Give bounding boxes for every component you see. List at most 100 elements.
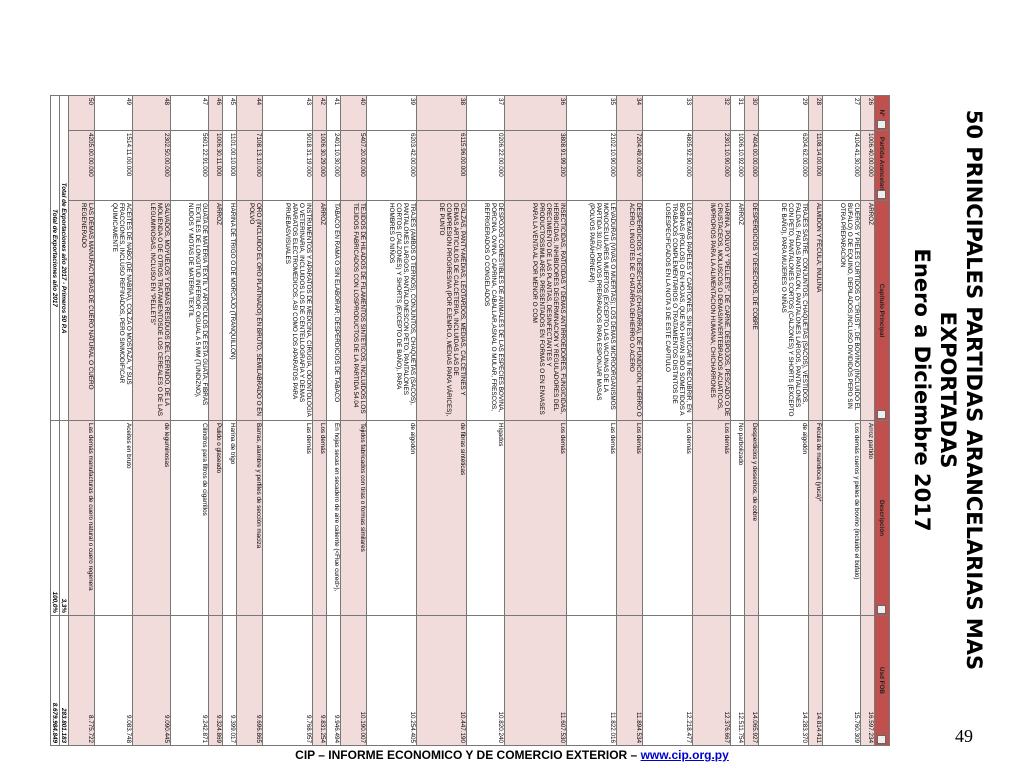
table-cell: Cilindros para filtros de cigarrillos xyxy=(170,420,209,616)
table-cell: Pulido o glaseado xyxy=(208,420,223,616)
table-cell: LEVADURAS (VIVAS O MUERTAS); LOS DEMAS M… xyxy=(566,200,617,421)
filter-button[interactable] xyxy=(877,410,886,419)
footer-link[interactable]: www.cip.org.py xyxy=(640,748,729,762)
filter-button[interactable] xyxy=(877,190,886,199)
total-share: 100,0% xyxy=(50,420,60,616)
table-cell: de fibras sintéticas xyxy=(416,420,467,616)
table-cell: 6115.96.00.000 xyxy=(416,130,467,201)
table-cell: 30 xyxy=(744,95,759,131)
table-cell: de algodón xyxy=(758,420,809,616)
table-cell: 4805.92.90.000 xyxy=(642,130,693,201)
table-cell: 14.814.411 xyxy=(808,615,823,746)
table-cell: GUATA DE MATERIA TEXTIL Y ARTICULOS DE E… xyxy=(170,200,209,421)
table-cell: 10.190.007 xyxy=(340,615,367,746)
table-cell: 40 xyxy=(340,95,367,131)
table-cell: ARROZ xyxy=(730,200,745,421)
table-cell: 0206.22.00.000 xyxy=(466,130,505,201)
table-cell: ARROZ xyxy=(312,200,327,421)
table-cell: 14.065.927 xyxy=(744,615,759,746)
table-cell: 9.324.869 xyxy=(208,615,223,746)
title-block: 50 PRINCIPALES PARTIDAS ARANCELARIAS MAS… xyxy=(903,40,987,740)
filter-button[interactable] xyxy=(877,605,886,614)
table-cell: 12.218.477 xyxy=(642,615,693,746)
table-cell: 4205.00.00.000 xyxy=(68,130,95,201)
filter-button[interactable] xyxy=(877,735,886,744)
table-cell: 4104.41.30.000 xyxy=(822,130,861,201)
table-cell: 7204.49.00.000 xyxy=(616,130,643,201)
table-cell: 1006.30.11.000 xyxy=(208,130,223,201)
table-cell: HARINA, POLVO Y "PELLETS", DE CARNE, DES… xyxy=(692,200,731,421)
table-cell: INSTRUMENTOS Y APARATOS DE MEDICINA, CIR… xyxy=(262,200,313,421)
column-header: Partida Arancelaria xyxy=(874,130,890,201)
table-cell: LAS DEMAS MANUFACTURAS DE CUERO NATURAL … xyxy=(68,200,95,421)
table-cell: Los demás xyxy=(312,420,327,616)
table-cell: Fécula de mandioca (yuca)* xyxy=(808,420,823,616)
table-cell: 12.511.754 xyxy=(730,615,745,746)
table-cell: TEJIDOS DE HILADOS DE FILAMENTOS SINTÉTI… xyxy=(340,200,367,421)
table-cell: 7404.00.00.000 xyxy=(744,130,759,201)
table-cell: TRAJES SASTRE, CONJUNTOS, CHAQUETAS (SAC… xyxy=(758,200,809,421)
filter-button[interactable] xyxy=(877,120,886,129)
total-label: Total de Exportaciones año 2017 - Primer… xyxy=(59,95,69,421)
table-cell: 48 xyxy=(132,95,171,131)
table-cell: 9.399.017 xyxy=(222,615,237,746)
total-row: Total de Exportaciones año 2017 100,0% 8.6… xyxy=(50,95,60,746)
column-header-text: Usd FOB xyxy=(878,667,886,694)
table-cell: 9.696.865 xyxy=(236,615,263,746)
table-row: 31 1006.10.92.000 ARROZ No parbolizado 12.51… xyxy=(730,95,745,746)
table-cell: 26 xyxy=(860,95,875,131)
table-cell: 6204.62.00.000 xyxy=(758,130,809,201)
table-row: 50 4205.00.00.000 LAS DEMAS MANUFACTURAS D… xyxy=(68,95,95,746)
table-cell: Tejidos fabricados con tiras o formas si… xyxy=(340,420,367,616)
table-cell: Los demás xyxy=(642,420,693,616)
table-row: 42 1006.30.29.000 ARROZ Los demás 9.831.254 xyxy=(312,95,327,746)
table-cell: 9018.31.19.000 xyxy=(262,130,313,201)
table-cell: ARROZ xyxy=(860,200,875,421)
table-cell: 1101.00.10.000 xyxy=(222,130,237,201)
table-cell: 1006.40.00.000 xyxy=(860,130,875,201)
table-cell: Los demás cueros y pieles de bovino (inc… xyxy=(822,420,861,616)
table-cell: 10.447.190 xyxy=(416,615,467,746)
table-cell: CALZAS, PANTY-MEDIAS, LEOTARDOS, MEDIAS,… xyxy=(416,200,467,421)
table-cell: 11.894.534 xyxy=(616,615,643,746)
table-cell: 9.768.957 xyxy=(262,615,313,746)
table-cell: TABACO EN RAMA O SIN ELABORAR; DESPERDIC… xyxy=(326,200,341,421)
table-cell: 1006.10.92.000 xyxy=(730,130,745,201)
table-cell: 41 xyxy=(326,95,341,131)
table-cell: 2401.10.30.000 xyxy=(326,130,341,201)
table-cell: No parbolizado xyxy=(730,420,745,616)
table-cell: Las demás manufacturas de cuero natural … xyxy=(68,420,95,616)
table-row: 43 9018.31.19.000 INSTRUMENTOS Y APARATOS … xyxy=(262,95,313,746)
table-cell: Barras, alambre y perfiles de sección ma… xyxy=(236,420,263,616)
column-header: Capitulo Principal xyxy=(874,200,890,421)
table-cell: 35 xyxy=(566,95,617,131)
table-cell: de leguminosas xyxy=(132,420,171,616)
table-cell: DESPOJOS COMESTIBLES DE ANIMALES DE LAS … xyxy=(466,200,505,421)
column-header: Descripción xyxy=(874,420,890,616)
table-cell: DESPERDICIOS Y DESECHOS (CHATARRA), DE F… xyxy=(616,200,643,421)
table-cell: 10.254.405 xyxy=(366,615,417,746)
table-cell: 31 xyxy=(730,95,745,131)
table-cell: Los demás xyxy=(504,420,567,616)
table-cell: 1108.14.00.000 xyxy=(808,130,823,201)
total-row: Total de Exportaciones año 2017 - Primer… xyxy=(59,95,69,746)
table-cell: 9.083.748 xyxy=(94,615,133,746)
table-cell: 27 xyxy=(822,95,861,131)
table-cell: 46 xyxy=(208,95,223,131)
table-cell: SALVADOS, MOYUELOS Y DEMAS RESIDUOS DEL … xyxy=(132,200,171,421)
table-cell: 39 xyxy=(366,95,417,131)
table-row: 38 6115.96.00.000 CALZAS, PANTY-MEDIAS, LE… xyxy=(416,95,467,746)
table-cell: 45 xyxy=(222,95,237,131)
table-row: 49 1514.11.00.000 ACEITES DE NABO (DE NABI… xyxy=(94,95,133,746)
table-cell: Hígados xyxy=(466,420,505,616)
table-row: 39 6203.42.00.000 TRAJES (AMBOS O TERNOS),… xyxy=(366,95,417,746)
table-row: 30 7404.00.00.000 DESPERDICIOS Y DESECHOS,… xyxy=(744,95,759,746)
table-cell: 2301.10.90.000 xyxy=(692,130,731,201)
table-row: 35 2102.10.90.000 LEVADURAS (VIVAS O MUERT… xyxy=(566,95,617,746)
table-cell: 9.090.445 xyxy=(132,615,171,746)
table-cell: DESPERDICIOS Y DESECHOS, DE COBRE xyxy=(744,200,759,421)
table-row: 44 7108.13.10.000 ORO (INCLUIDO EL ORO PLA… xyxy=(236,95,263,746)
table-cell: ACEITES DE NABO (DE NABINA), COLZA O MOS… xyxy=(94,200,133,421)
table-cell: En hojas secas en secadero de aire calie… xyxy=(326,420,341,616)
